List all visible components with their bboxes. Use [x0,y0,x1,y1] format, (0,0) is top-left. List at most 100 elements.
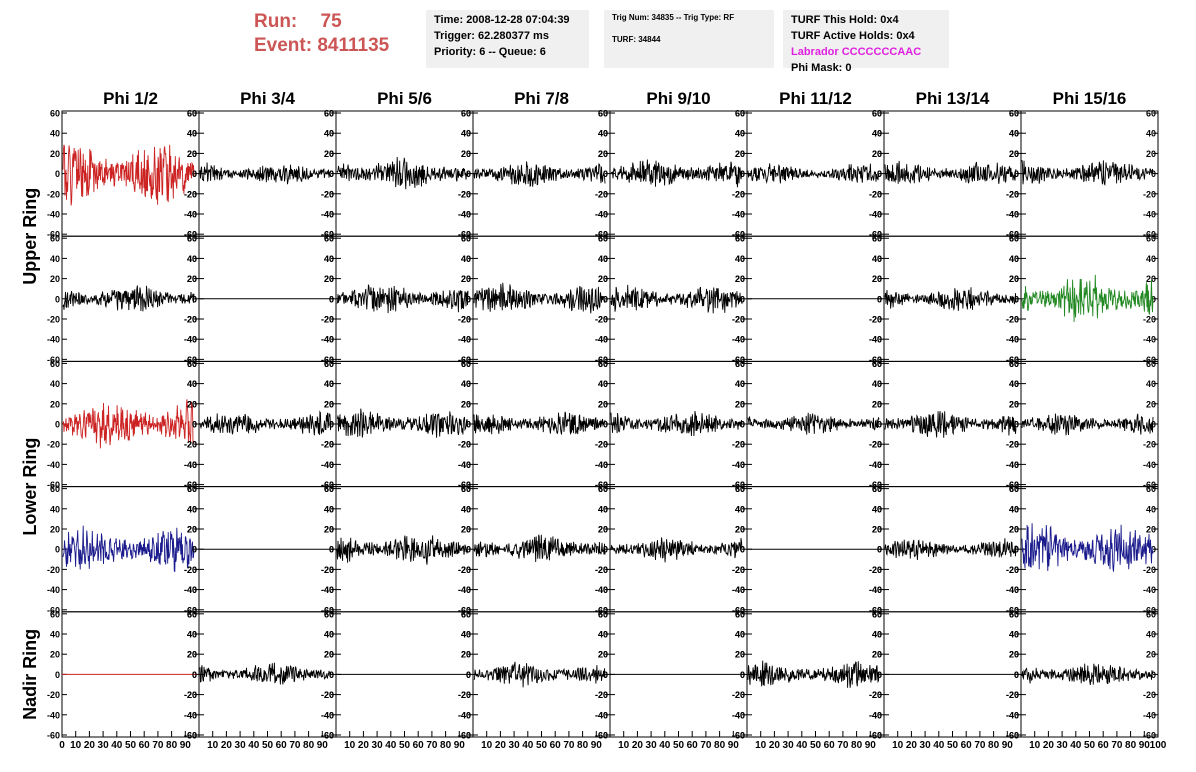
y-tick-label: -40 [732,710,745,720]
y-tick-label: -40 [458,335,471,345]
y-tick-label: 40 [461,129,471,139]
y-tick-label: 60 [461,234,471,244]
y-tick-label: 40 [598,254,608,264]
y-tick-label: -40 [321,460,334,470]
y-tick-label: 60 [461,609,471,619]
y-tick-label: -40 [869,460,882,470]
y-tick-label: -60 [1143,605,1156,615]
y-tick-label: -20 [1143,189,1156,199]
y-tick-label: -60 [184,605,197,615]
y-tick-label: -20 [184,189,197,199]
y-tick-label: 40 [872,254,882,264]
y-tick-label: 40 [872,129,882,139]
x-tick-label: 70 [1111,740,1123,751]
y-tick-label: -20 [869,314,882,324]
y-tick-label: 60 [598,484,608,494]
y-tick-label: 0 [192,294,197,304]
y-tick-label: -60 [184,480,197,490]
y-tick-label: 0 [55,670,60,680]
x-tick-label: 40 [659,740,671,751]
y-tick-label: -40 [595,209,608,219]
waveform-trace [884,287,1017,311]
y-tick-label: -60 [595,730,608,740]
waveform-trace [62,525,195,573]
y-tick-label: -40 [1143,335,1156,345]
column-title: Phi 7/8 [514,89,569,108]
turf-text: TURF: 34844 [612,35,661,44]
y-tick-label: 40 [1146,504,1156,514]
y-tick-label: 20 [187,149,197,159]
waveform-trace [473,161,606,188]
y-tick-label: 40 [50,129,60,139]
y-tick-label: 0 [329,670,334,680]
y-tick-label: -40 [1006,460,1019,470]
y-tick-label: 60 [187,359,197,369]
y-tick-label: 0 [740,545,745,555]
y-tick-label: -60 [184,730,197,740]
y-tick-label: -60 [321,355,334,365]
y-tick-label: -40 [1143,460,1156,470]
y-tick-label: 0 [740,169,745,179]
y-tick-label: 60 [735,484,745,494]
y-tick-label: 60 [1146,359,1156,369]
x-tick-label: 10 [481,740,493,751]
y-tick-label: 0 [740,294,745,304]
waveform-trace [336,535,469,565]
y-tick-label: -40 [732,209,745,219]
y-tick-label: 20 [1009,525,1019,535]
y-tick-label: 20 [50,274,60,284]
y-tick-label: 60 [1009,484,1019,494]
waveform-trace [747,163,880,184]
x-tick-label: 60 [961,740,973,751]
y-tick-label: 60 [872,234,882,244]
y-tick-label: 0 [329,420,334,430]
x-tick-label: 60 [1098,740,1110,751]
y-tick-label: 40 [461,379,471,389]
x-tick-label: 10 [70,740,82,751]
y-tick-label: -40 [869,335,882,345]
y-tick-label: 0 [603,420,608,430]
y-tick-label: 20 [50,399,60,409]
y-tick-label: -60 [1006,605,1019,615]
y-tick-label: 40 [598,379,608,389]
y-tick-label: -60 [458,355,471,365]
y-tick-label: 20 [50,650,60,660]
x-tick-label: 40 [385,740,397,751]
y-tick-label: -20 [732,189,745,199]
y-tick-label: -60 [1006,230,1019,240]
y-tick-label: -60 [869,605,882,615]
x-tick-label: 70 [152,740,164,751]
y-tick-label: 40 [324,630,334,640]
waveform-trace [610,284,743,314]
y-tick-label: 0 [466,294,471,304]
y-tick-label: -60 [1006,605,1019,615]
y-tick-label: 20 [324,525,334,535]
x-tick-label: 70 [700,740,712,751]
y-tick-label: 0 [603,545,608,555]
y-tick-label: -60 [184,230,197,240]
y-tick-label: 60 [735,609,745,619]
y-tick-label: 40 [1009,630,1019,640]
y-tick-label: 40 [461,379,471,389]
y-tick-label: 60 [187,609,197,619]
y-tick-label: 60 [598,234,608,244]
y-tick-label: 0 [1014,294,1019,304]
turf-this-hold-text: TURF This Hold: 0x4 [791,14,899,26]
y-tick-label: 0 [1014,545,1019,555]
y-tick-label: 60 [461,109,471,119]
y-tick-label: 40 [50,504,60,514]
y-tick-label: -20 [184,440,197,450]
y-tick-label: 20 [324,274,334,284]
y-tick-label: 40 [461,129,471,139]
y-tick-label: 20 [872,274,882,284]
y-tick-label: 60 [50,609,60,619]
y-tick-label: 0 [877,545,882,555]
x-tick-label: 20 [632,740,644,751]
x-tick-label: 30 [98,740,110,751]
y-tick-label: -60 [458,230,471,240]
y-tick-label: 0 [466,420,471,430]
y-tick-label: -40 [321,585,334,595]
y-tick-label: 60 [735,109,745,119]
y-tick-label: 40 [324,504,334,514]
y-tick-label: -60 [732,355,745,365]
